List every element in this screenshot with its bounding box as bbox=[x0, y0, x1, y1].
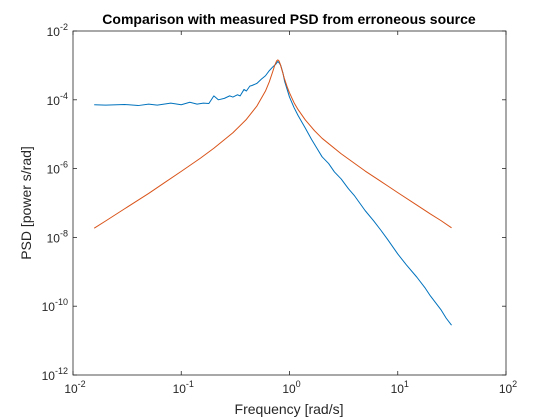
plot-series-group bbox=[93, 59, 452, 326]
chart-title: Comparison with measured PSD from errone… bbox=[102, 11, 476, 27]
series-line-2 bbox=[93, 59, 452, 229]
x-tick-label-0: 10-2 bbox=[64, 379, 85, 396]
x-axis-label: Frequency [rad/s] bbox=[235, 401, 344, 417]
series-line-1 bbox=[94, 60, 452, 326]
y-tick-label-1: 10-10 bbox=[42, 297, 68, 314]
y-tick-label-3: 10-6 bbox=[47, 160, 68, 177]
axis-ticks-group: 10-2 10-1 100 101 102 10-12 10-10 10-8 10-6 10-4 1… bbox=[42, 22, 518, 396]
y-axis-label: PSD [power s/rad] bbox=[18, 146, 34, 260]
y-tick-label-2: 10-8 bbox=[47, 228, 68, 245]
y-tick-label-4: 10-4 bbox=[47, 91, 68, 108]
x-tick-label-2: 100 bbox=[282, 379, 300, 396]
y-tick-label-0: 10-12 bbox=[42, 366, 68, 383]
x-tick-label-4: 102 bbox=[499, 379, 517, 396]
x-tick-label-1: 10-1 bbox=[173, 379, 194, 396]
y-tick-label-5: 10-2 bbox=[47, 22, 68, 39]
x-tick-label-3: 101 bbox=[391, 379, 409, 396]
